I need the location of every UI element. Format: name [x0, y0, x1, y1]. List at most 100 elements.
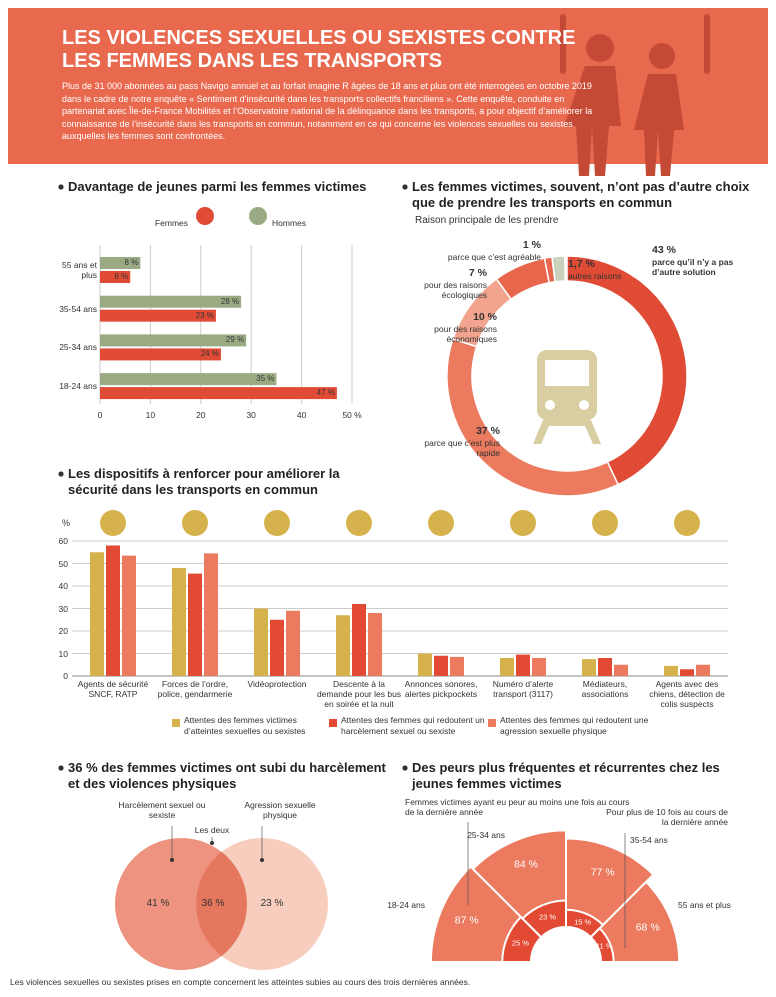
bar	[100, 271, 131, 283]
bar	[204, 553, 218, 676]
legend-swatch	[329, 719, 337, 727]
title-bullet	[58, 765, 64, 771]
x-tick-label: 0	[97, 410, 103, 420]
legend-label: Hommes	[272, 217, 307, 228]
region-label: Agression sexuelle physique	[244, 800, 316, 821]
x-tick-label: Vidéoprotection	[247, 679, 307, 689]
y-tick-label: 25-34 ans	[59, 342, 97, 353]
category-icon	[100, 510, 126, 536]
value-label: 23 %	[260, 898, 284, 909]
bar	[106, 545, 120, 676]
x-tick-label: Médiateurs, associations	[581, 679, 629, 699]
bar	[100, 348, 221, 361]
legend-label: Attentes des femmes victimes d’atteintes…	[184, 715, 306, 736]
bar	[614, 664, 628, 676]
bar	[598, 658, 612, 676]
legend-label: Attentes des femmes qui redoutent une ag…	[500, 715, 649, 736]
bar	[100, 334, 247, 347]
value-label: 36 %	[201, 898, 225, 909]
category-icon	[428, 510, 454, 536]
bar	[172, 568, 186, 676]
value-label: 7 %	[468, 267, 487, 279]
value-label: 11 %	[595, 941, 613, 951]
bar	[450, 656, 464, 676]
value-label: 29 %	[225, 335, 245, 345]
value-label: 77 %	[590, 867, 615, 880]
value-label: 1,7 %	[568, 258, 595, 270]
header-band	[8, 8, 768, 164]
subtitle: Raison principale de les prendre	[415, 215, 559, 226]
value-label: 10 %	[473, 311, 497, 323]
legend-swatch	[196, 207, 214, 225]
category-icon	[346, 510, 372, 536]
bar	[664, 665, 678, 676]
series-label: Pour plus de 10 fois au cours de la dern…	[606, 807, 728, 828]
category-label: 18-24 ans	[387, 899, 425, 910]
value-label: 41 %	[146, 898, 170, 909]
bar	[582, 659, 596, 676]
bar	[270, 619, 284, 676]
slice-label: autres raisons	[568, 271, 622, 281]
bar	[100, 295, 242, 308]
bar	[352, 604, 366, 676]
bar	[286, 610, 300, 676]
category-icon	[674, 510, 700, 536]
slice-label: parce que c’est plus rapide	[424, 438, 500, 459]
legend-label: Attentes des femmes qui redoutent un har…	[341, 715, 485, 736]
region-label: Les deux	[194, 825, 230, 835]
section-title: Les dispositifs à renforcer pour amélior…	[68, 466, 340, 498]
section-title: 36 % des femmes victimes ont subi du har…	[68, 760, 386, 792]
slice-label: parce que c’est agréable	[447, 252, 541, 262]
value-label: 87 %	[454, 914, 479, 927]
y-tick-label: 30	[58, 603, 68, 614]
value-label: 43 %	[652, 244, 676, 256]
x-tick-label: Agents avec des chiens, détection de col…	[649, 679, 725, 709]
category-icon	[182, 510, 208, 536]
bar	[122, 555, 136, 676]
intro-text: Plus de 31 000 abonnées au pass Navigo a…	[62, 81, 593, 142]
section-title: Des peurs plus fréquentes et récurrentes…	[412, 760, 720, 792]
title-bullet	[402, 765, 408, 771]
bar	[100, 309, 216, 322]
section-title: Les femmes victimes, souvent, n’ont pas …	[412, 179, 750, 211]
value-label: 37 %	[476, 425, 500, 437]
bar	[188, 573, 202, 676]
leader-dot	[210, 841, 214, 845]
legend-swatch	[488, 719, 496, 727]
title-bullet	[402, 184, 408, 190]
x-tick-label: 30	[246, 410, 256, 420]
inner-sector	[589, 926, 615, 963]
x-tick-label: 20	[196, 410, 206, 420]
legend-swatch	[172, 719, 180, 727]
value-label: 47 %	[316, 388, 335, 398]
value-label: 23 %	[195, 310, 214, 320]
value-label: 84 %	[514, 859, 538, 872]
slice-label: pour des raisons écologiques	[424, 280, 487, 301]
leader-dot	[260, 858, 264, 862]
category-label: 25-34 ans	[467, 829, 505, 840]
region-label: Harcèlement sexuel ou sexiste	[118, 800, 206, 821]
bar	[680, 669, 694, 676]
value-label: 23 %	[538, 912, 557, 922]
legend-swatch	[249, 207, 267, 225]
y-axis-label: %	[61, 518, 70, 528]
bar	[500, 658, 514, 676]
bar	[696, 664, 710, 676]
slice-label: parce qu’il n’y a pas d’autre solution	[652, 257, 734, 278]
bar	[336, 615, 350, 676]
title-bullet	[58, 184, 64, 190]
category-icon	[264, 510, 290, 536]
train-icon	[533, 350, 601, 444]
x-tick-label: Numéro d’alerte transport (3117)	[492, 679, 554, 699]
value-label: 68 %	[635, 921, 660, 934]
category-label: 55 ans et plus	[678, 899, 731, 910]
section-title: Davantage de jeunes parmi les femmes vic…	[68, 179, 367, 194]
bar	[368, 613, 382, 676]
category-label: 35-54 ans	[630, 834, 668, 845]
series-label: Femmes victimes ayant eu peur au moins u…	[405, 797, 630, 818]
value-label: 25 %	[511, 938, 529, 948]
value-label: 15 %	[574, 917, 592, 927]
y-tick-label: 20	[58, 625, 68, 636]
